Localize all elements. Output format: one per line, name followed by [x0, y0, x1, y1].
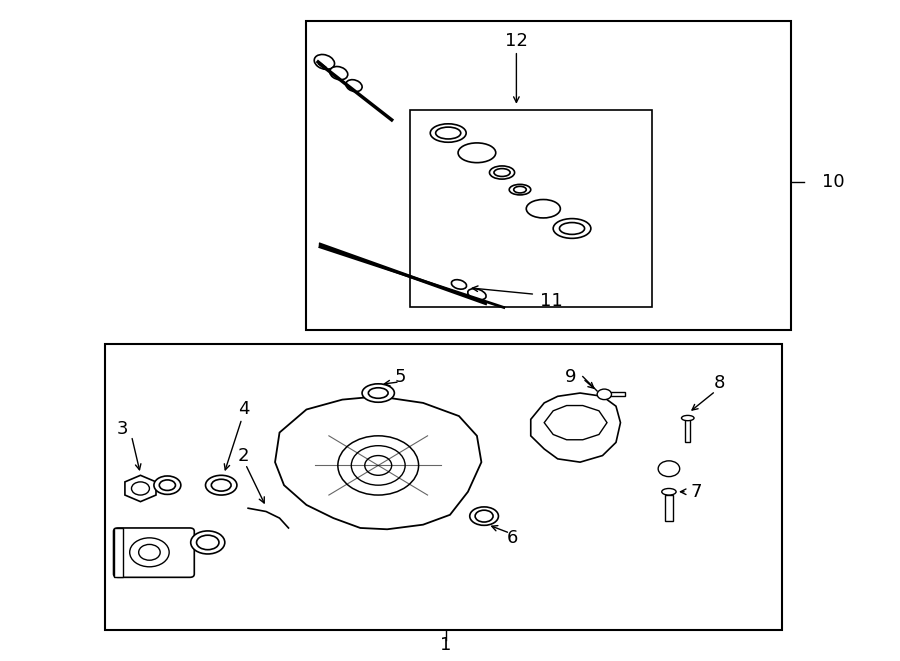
Bar — [665, 495, 672, 522]
Polygon shape — [275, 397, 482, 529]
Ellipse shape — [468, 289, 486, 300]
Circle shape — [658, 461, 680, 477]
Ellipse shape — [509, 184, 531, 195]
Text: 7: 7 — [691, 483, 703, 501]
Ellipse shape — [362, 384, 394, 403]
Polygon shape — [531, 393, 620, 462]
Ellipse shape — [154, 476, 181, 494]
Ellipse shape — [436, 127, 461, 139]
Circle shape — [364, 455, 392, 475]
Text: 5: 5 — [395, 368, 407, 385]
Text: 1: 1 — [440, 636, 451, 654]
Ellipse shape — [430, 124, 466, 142]
Ellipse shape — [212, 479, 231, 491]
Text: 12: 12 — [505, 32, 527, 50]
Bar — [685, 419, 690, 442]
Circle shape — [139, 545, 160, 561]
Text: 11: 11 — [540, 292, 562, 310]
Text: 6: 6 — [507, 529, 518, 547]
Ellipse shape — [458, 143, 496, 163]
Ellipse shape — [554, 219, 591, 239]
Circle shape — [338, 436, 418, 495]
Ellipse shape — [191, 531, 225, 554]
Text: 4: 4 — [238, 401, 249, 418]
Bar — [306, 21, 791, 330]
Ellipse shape — [681, 415, 694, 420]
Ellipse shape — [314, 54, 335, 69]
Circle shape — [351, 446, 405, 485]
Circle shape — [130, 538, 169, 566]
Circle shape — [597, 389, 611, 400]
Text: 10: 10 — [823, 173, 845, 192]
Text: 8: 8 — [714, 374, 724, 392]
Ellipse shape — [205, 475, 237, 495]
Ellipse shape — [494, 169, 510, 176]
Ellipse shape — [490, 166, 515, 179]
Text: 3: 3 — [117, 420, 129, 438]
Bar — [598, 393, 625, 397]
Polygon shape — [544, 406, 607, 440]
Bar — [410, 110, 652, 307]
Ellipse shape — [159, 480, 176, 490]
Text: 9: 9 — [565, 368, 577, 385]
FancyBboxPatch shape — [113, 528, 194, 577]
Ellipse shape — [346, 80, 362, 92]
Ellipse shape — [470, 507, 499, 525]
Ellipse shape — [526, 200, 561, 218]
Bar — [104, 344, 782, 630]
Circle shape — [131, 482, 149, 495]
Ellipse shape — [475, 510, 493, 522]
Ellipse shape — [368, 388, 388, 399]
Ellipse shape — [196, 535, 219, 550]
Text: 2: 2 — [238, 447, 249, 465]
Bar — [113, 528, 122, 577]
Ellipse shape — [329, 67, 347, 80]
Ellipse shape — [560, 223, 585, 235]
Ellipse shape — [514, 186, 526, 193]
Ellipse shape — [452, 280, 466, 289]
Ellipse shape — [662, 488, 676, 495]
